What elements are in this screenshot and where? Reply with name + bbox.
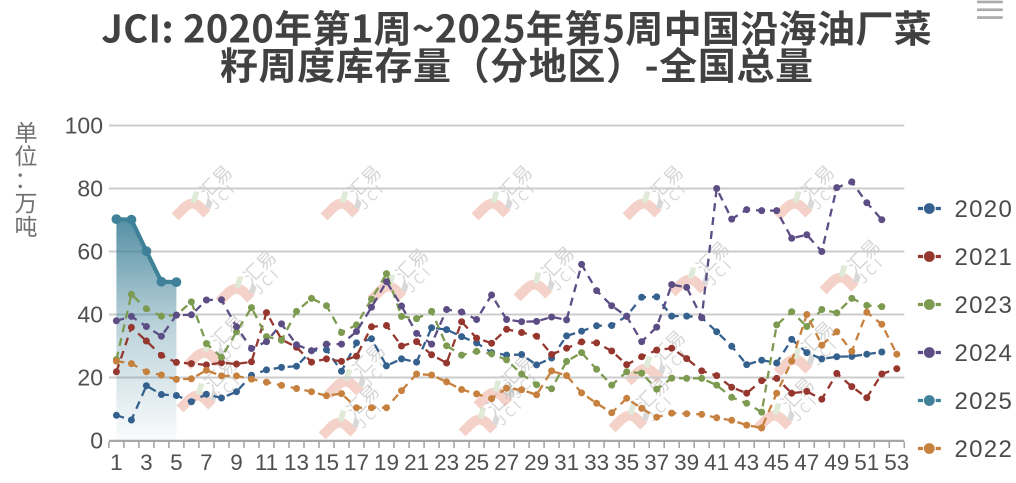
svg-text:60: 60 [77, 239, 103, 265]
svg-text:2023: 2023 [955, 292, 1014, 319]
svg-text:13: 13 [284, 450, 309, 475]
svg-text:37: 37 [644, 450, 669, 475]
svg-text:51: 51 [854, 450, 879, 475]
svg-text:49: 49 [824, 450, 849, 475]
svg-text:0: 0 [90, 428, 103, 454]
svg-text:2020: 2020 [955, 196, 1014, 223]
svg-text:45: 45 [764, 450, 789, 475]
svg-text:29: 29 [524, 450, 549, 475]
svg-text:21: 21 [404, 450, 429, 475]
svg-text:19: 19 [374, 450, 399, 475]
svg-text:2024: 2024 [955, 340, 1014, 367]
svg-text:35: 35 [614, 450, 639, 475]
svg-text:15: 15 [314, 450, 339, 475]
svg-text:43: 43 [734, 450, 759, 475]
svg-text:47: 47 [794, 450, 819, 475]
svg-text:2021: 2021 [955, 244, 1014, 271]
svg-text:27: 27 [494, 450, 519, 475]
svg-text:1: 1 [110, 450, 123, 475]
svg-text:39: 39 [674, 450, 699, 475]
svg-text:53: 53 [884, 450, 909, 475]
svg-text:25: 25 [464, 450, 489, 475]
svg-text:3: 3 [140, 450, 153, 475]
svg-text:17: 17 [344, 450, 369, 475]
svg-text:9: 9 [230, 450, 243, 475]
svg-text:11: 11 [255, 450, 278, 475]
svg-text:40: 40 [77, 302, 103, 328]
svg-text:100: 100 [65, 113, 103, 139]
svg-text:7: 7 [200, 450, 213, 475]
svg-text:80: 80 [77, 176, 103, 202]
svg-text:5: 5 [170, 450, 183, 475]
svg-text:41: 41 [704, 450, 729, 475]
svg-text:31: 31 [554, 450, 579, 475]
svg-text:23: 23 [434, 450, 459, 475]
svg-text:33: 33 [584, 450, 609, 475]
svg-text:2022: 2022 [955, 436, 1014, 463]
svg-text:2025: 2025 [955, 388, 1014, 415]
svg-text:20: 20 [77, 365, 103, 391]
